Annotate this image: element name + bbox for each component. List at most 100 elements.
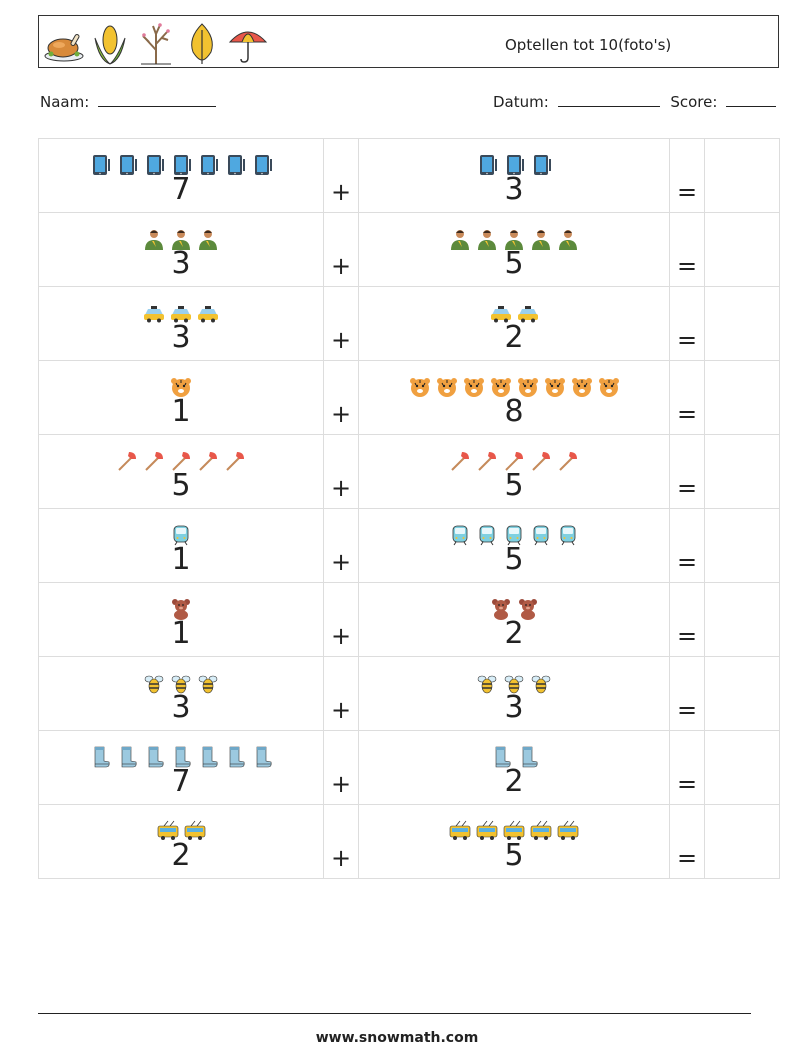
person-icon [172, 230, 190, 250]
name-label: Naam: [40, 93, 90, 111]
bare-tree-icon [141, 23, 171, 65]
tablet-icon [93, 155, 110, 175]
operand-a: 1 [39, 509, 323, 575]
equals-cell: = [669, 656, 705, 731]
answer-cell[interactable] [704, 212, 780, 287]
worksheet-header: Optellen tot 10(foto's) [38, 15, 779, 68]
picture-group [169, 371, 193, 399]
operand-b-cell: 5 [358, 804, 670, 879]
operand-a: 3 [39, 213, 323, 279]
plus-cell: + [323, 138, 359, 213]
trolleybus-icon [476, 820, 498, 840]
operand-a: 1 [39, 361, 323, 427]
equals-cell: = [669, 360, 705, 435]
boot-icon [229, 746, 245, 768]
tiger-face-icon [598, 378, 619, 397]
answer-cell[interactable] [704, 656, 780, 731]
trolleybus-icon [157, 820, 178, 840]
tablet-icon [507, 155, 524, 175]
answer-cell[interactable] [704, 804, 780, 879]
operand-number: 1 [171, 394, 191, 429]
date-blank[interactable] [557, 93, 660, 107]
operand-b: 8 [359, 361, 669, 427]
train-icon [452, 525, 468, 546]
axe-icon [172, 452, 190, 471]
operand-number: 3 [171, 320, 191, 355]
picture-group [448, 815, 580, 843]
operand-a-cell: 3 [38, 212, 324, 287]
answer-cell[interactable] [704, 730, 780, 805]
train-icon [560, 525, 576, 546]
boot-icon [121, 746, 137, 768]
answer-cell[interactable] [704, 360, 780, 435]
equals-cell: = [669, 730, 705, 805]
tablet-icon [201, 155, 218, 175]
plus-cell: + [323, 656, 359, 731]
equals-sign: = [676, 400, 698, 428]
picture-group [448, 223, 580, 251]
yellow-leaf-icon [191, 23, 213, 64]
worksheet-title: Optellen tot 10(foto's) [505, 36, 672, 54]
plus-cell: + [323, 434, 359, 509]
date-score-field: Datum: Score: [493, 93, 777, 111]
answer-cell[interactable] [704, 434, 780, 509]
teddy-bear-icon [172, 599, 190, 620]
bee-icon [504, 675, 524, 694]
operand-number: 1 [171, 616, 191, 651]
equals-sign: = [676, 696, 698, 724]
operand-b: 2 [359, 731, 669, 797]
equals-sign: = [676, 326, 698, 354]
tiger-face-icon [463, 378, 484, 397]
footer-divider [38, 1013, 751, 1014]
trolleybus-icon [530, 820, 552, 840]
operand-b: 5 [359, 509, 669, 575]
operand-a-cell: 1 [38, 360, 324, 435]
equals-cell: = [669, 138, 705, 213]
bee-icon [171, 675, 191, 694]
answer-cell[interactable] [704, 286, 780, 361]
operand-number: 5 [504, 838, 524, 873]
trolleybus-icon [184, 820, 205, 840]
tablet-icon [480, 155, 497, 175]
equals-cell: = [669, 508, 705, 583]
name-blank[interactable] [98, 93, 217, 107]
operand-b-cell: 2 [358, 730, 670, 805]
picture-group [489, 297, 540, 325]
axe-icon [145, 452, 163, 471]
train-icon [479, 525, 495, 546]
plus-cell: + [323, 286, 359, 361]
operand-b: 5 [359, 435, 669, 501]
operand-b: 2 [359, 583, 669, 649]
plus-cell: + [323, 582, 359, 657]
tiger-face-icon [171, 378, 191, 397]
plus-sign: + [330, 178, 352, 206]
trolleybus-icon [557, 820, 579, 840]
taxi-icon [517, 306, 538, 323]
operand-number: 3 [504, 690, 524, 725]
answer-cell[interactable] [704, 138, 780, 213]
operand-number: 5 [504, 468, 524, 503]
header-icons [43, 20, 269, 66]
footer-url: www.snowmath.com [315, 1030, 479, 1046]
equals-cell: = [669, 286, 705, 361]
score-blank[interactable] [726, 93, 777, 107]
train-icon [506, 525, 522, 546]
operand-a-cell: 1 [38, 582, 324, 657]
operand-b-cell: 8 [358, 360, 670, 435]
answer-cell[interactable] [704, 508, 780, 583]
plus-sign: + [330, 474, 352, 502]
operand-b-cell: 5 [358, 434, 670, 509]
operand-b-cell: 2 [358, 286, 670, 361]
picture-group [489, 593, 540, 621]
operand-number: 3 [171, 246, 191, 281]
trolleybus-icon [449, 820, 471, 840]
equals-cell: = [669, 212, 705, 287]
tiger-face-icon [544, 378, 565, 397]
picture-group [88, 149, 274, 177]
bee-icon [477, 675, 497, 694]
operand-number: 2 [504, 764, 524, 799]
problem-row: 2 +5 = [38, 804, 780, 879]
operand-number: 7 [171, 172, 191, 207]
person-icon [145, 230, 163, 250]
answer-cell[interactable] [704, 582, 780, 657]
